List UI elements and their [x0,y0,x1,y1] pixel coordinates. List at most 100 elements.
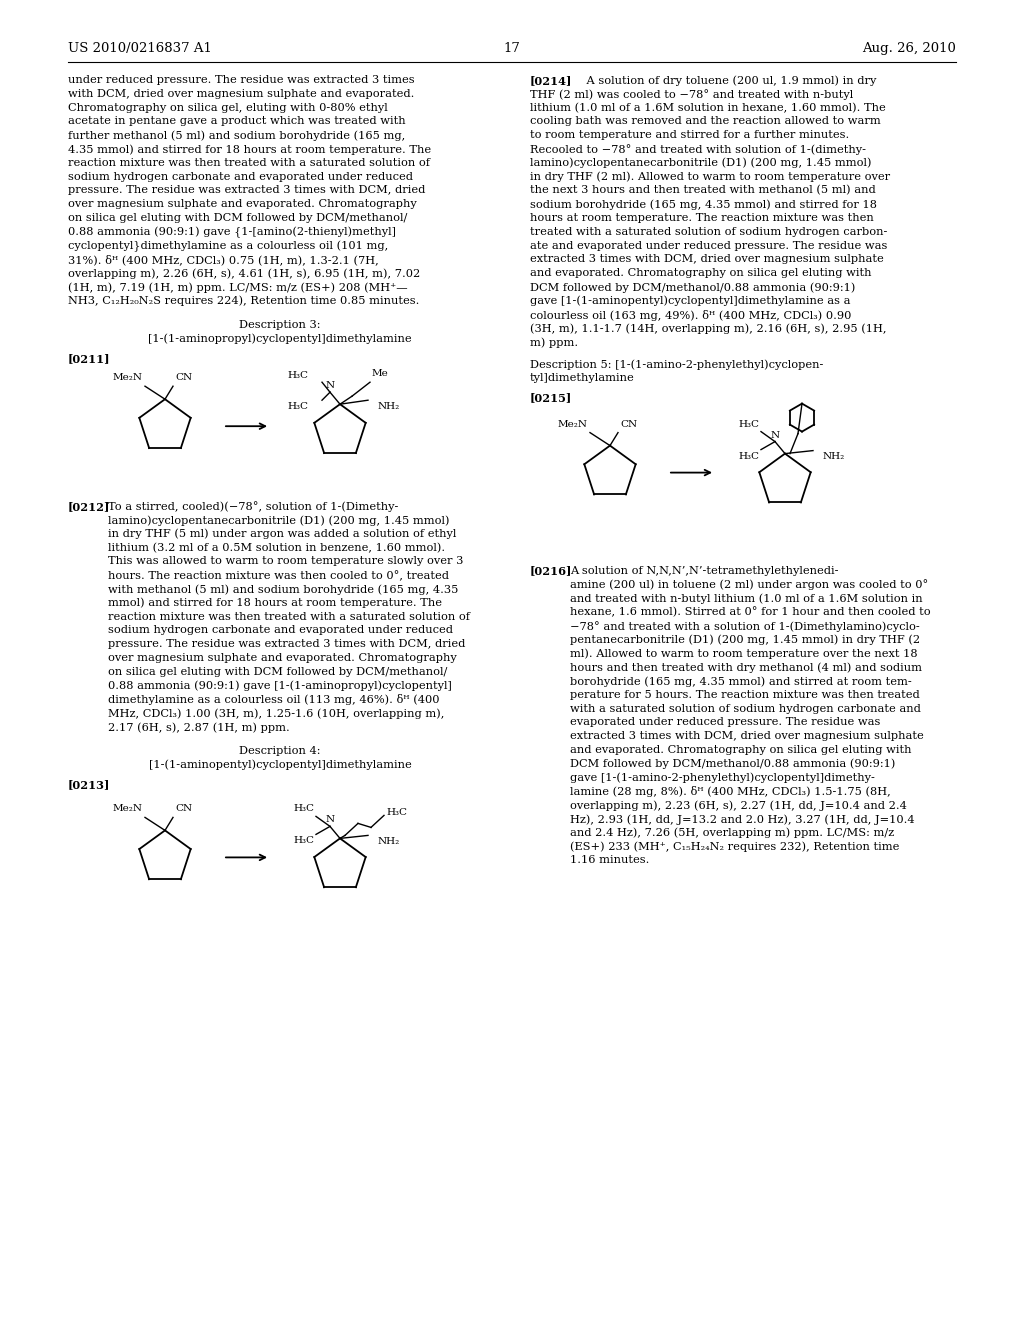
Text: H₃C: H₃C [293,837,314,845]
Text: lithium (1.0 ml of a 1.6M solution in hexane, 1.60 mmol). The: lithium (1.0 ml of a 1.6M solution in he… [530,103,886,114]
Text: pentanecarbonitrile (D1) (200 mg, 1.45 mmol) in dry THF (2: pentanecarbonitrile (D1) (200 mg, 1.45 m… [570,635,921,645]
Text: m) ppm.: m) ppm. [530,337,579,347]
Text: This was allowed to warm to room temperature slowly over 3: This was allowed to warm to room tempera… [108,557,464,566]
Text: To a stirred, cooled)(−78°, solution of 1-(Dimethy-: To a stirred, cooled)(−78°, solution of … [108,502,398,512]
Text: MHz, CDCl₃) 1.00 (3H, m), 1.25-1.6 (10H, overlapping m),: MHz, CDCl₃) 1.00 (3H, m), 1.25-1.6 (10H,… [108,709,444,719]
Text: in dry THF (2 ml). Allowed to warm to room temperature over: in dry THF (2 ml). Allowed to warm to ro… [530,172,890,182]
Text: H₃C: H₃C [287,371,308,380]
Text: with methanol (5 ml) and sodium borohydride (165 mg, 4.35: with methanol (5 ml) and sodium borohydr… [108,583,459,594]
Text: extracted 3 times with DCM, dried over magnesium sulphate: extracted 3 times with DCM, dried over m… [530,255,884,264]
Text: lamine (28 mg, 8%). δᴴ (400 MHz, CDCl₃) 1.5-1.75 (8H,: lamine (28 mg, 8%). δᴴ (400 MHz, CDCl₃) … [570,787,891,797]
Text: Description 3:: Description 3: [240,319,321,330]
Text: 0.88 ammonia (90:9:1) gave {1-[amino(2-thienyl)methyl]: 0.88 ammonia (90:9:1) gave {1-[amino(2-t… [68,227,396,238]
Text: [0211]: [0211] [68,354,111,364]
Text: evaporated under reduced pressure. The residue was: evaporated under reduced pressure. The r… [570,717,881,727]
Text: on silica gel eluting with DCM followed by DCM/methanol/: on silica gel eluting with DCM followed … [68,213,408,223]
Text: 1.16 minutes.: 1.16 minutes. [570,855,649,866]
Text: over magnesium sulphate and evaporated. Chromatography: over magnesium sulphate and evaporated. … [108,653,457,663]
Text: reaction mixture was then treated with a saturated solution of: reaction mixture was then treated with a… [108,611,470,622]
Text: sodium borohydride (165 mg, 4.35 mmol) and stirred for 18: sodium borohydride (165 mg, 4.35 mmol) a… [530,199,877,210]
Text: 2.17 (6H, s), 2.87 (1H, m) ppm.: 2.17 (6H, s), 2.87 (1H, m) ppm. [108,722,290,733]
Text: [0216]: [0216] [530,565,572,577]
Text: overlapping m), 2.26 (6H, s), 4.61 (1H, s), 6.95 (1H, m), 7.02: overlapping m), 2.26 (6H, s), 4.61 (1H, … [68,268,420,279]
Text: NH₂: NH₂ [378,401,400,411]
Text: Hz), 2.93 (1H, dd, J=13.2 and 2.0 Hz), 3.27 (1H, dd, J=10.4: Hz), 2.93 (1H, dd, J=13.2 and 2.0 Hz), 3… [570,814,914,825]
Text: and 2.4 Hz), 7.26 (5H, overlapping m) ppm. LC/MS: m/z: and 2.4 Hz), 7.26 (5H, overlapping m) pp… [570,828,894,838]
Text: extracted 3 times with DCM, dried over magnesium sulphate: extracted 3 times with DCM, dried over m… [570,731,924,742]
Text: H₃C: H₃C [738,451,759,461]
Text: H₃C: H₃C [386,808,407,817]
Text: sodium hydrogen carbonate and evaporated under reduced: sodium hydrogen carbonate and evaporated… [68,172,413,182]
Text: [0214]: [0214] [530,75,572,86]
Text: 0.88 ammonia (90:9:1) gave [1-(1-aminopropyl)cyclopentyl]: 0.88 ammonia (90:9:1) gave [1-(1-aminopr… [108,681,452,692]
Text: H₃C: H₃C [738,420,759,429]
Text: Description 4:: Description 4: [240,746,321,756]
Text: hours. The reaction mixture was then cooled to 0°, treated: hours. The reaction mixture was then coo… [108,570,449,581]
Text: H₃C: H₃C [293,804,314,813]
Text: and evaporated. Chromatography on silica gel eluting with: and evaporated. Chromatography on silica… [570,744,911,755]
Text: ml). Allowed to warm to room temperature over the next 18: ml). Allowed to warm to room temperature… [570,648,918,659]
Text: acetate in pentane gave a product which was treated with: acetate in pentane gave a product which … [68,116,406,127]
Text: reaction mixture was then treated with a saturated solution of: reaction mixture was then treated with a… [68,158,430,168]
Text: (ES+) 233 (MH⁺, C₁₅H₂₄N₂ requires 232), Retention time: (ES+) 233 (MH⁺, C₁₅H₂₄N₂ requires 232), … [570,842,899,853]
Text: Aug. 26, 2010: Aug. 26, 2010 [862,42,956,55]
Text: amine (200 ul) in toluene (2 ml) under argon was cooled to 0°: amine (200 ul) in toluene (2 ml) under a… [570,579,928,590]
Text: [0212]: [0212] [68,502,111,512]
Text: [0215]: [0215] [530,392,572,404]
Text: Me₂N: Me₂N [558,420,588,429]
Text: over magnesium sulphate and evaporated. Chromatography: over magnesium sulphate and evaporated. … [68,199,417,209]
Text: Chromatography on silica gel, eluting with 0-80% ethyl: Chromatography on silica gel, eluting wi… [68,103,388,112]
Text: N: N [770,430,779,440]
Text: N: N [326,816,335,825]
Text: and treated with n-butyl lithium (1.0 ml of a 1.6M solution in: and treated with n-butyl lithium (1.0 ml… [570,593,923,603]
Text: hours at room temperature. The reaction mixture was then: hours at room temperature. The reaction … [530,213,873,223]
Text: gave [1-(1-aminopentyl)cyclopentyl]dimethylamine as a: gave [1-(1-aminopentyl)cyclopentyl]dimet… [530,296,851,306]
Text: DCM followed by DCM/methanol/0.88 ammonia (90:9:1): DCM followed by DCM/methanol/0.88 ammoni… [570,759,895,770]
Text: (1H, m), 7.19 (1H, m) ppm. LC/MS: m/z (ES+) 208 (MH⁺—: (1H, m), 7.19 (1H, m) ppm. LC/MS: m/z (E… [68,282,408,293]
Text: overlapping m), 2.23 (6H, s), 2.27 (1H, dd, J=10.4 and 2.4: overlapping m), 2.23 (6H, s), 2.27 (1H, … [570,800,907,810]
Text: Me₂N: Me₂N [113,804,143,813]
Text: (3H, m), 1.1-1.7 (14H, overlapping m), 2.16 (6H, s), 2.95 (1H,: (3H, m), 1.1-1.7 (14H, overlapping m), 2… [530,323,887,334]
Text: NH₂: NH₂ [378,837,400,846]
Text: with a saturated solution of sodium hydrogen carbonate and: with a saturated solution of sodium hydr… [570,704,921,714]
Text: pressure. The residue was extracted 3 times with DCM, dried: pressure. The residue was extracted 3 ti… [68,185,425,195]
Text: [1-(1-aminopropyl)cyclopentyl]dimethylamine: [1-(1-aminopropyl)cyclopentyl]dimethylam… [148,334,412,345]
Text: lamino)cyclopentanecarbonitrile (D1) (200 mg, 1.45 mmol): lamino)cyclopentanecarbonitrile (D1) (20… [108,515,450,525]
Text: 17: 17 [504,42,520,55]
Text: 4.35 mmol) and stirred for 18 hours at room temperature. The: 4.35 mmol) and stirred for 18 hours at r… [68,144,431,154]
Text: with DCM, dried over magnesium sulphate and evaporated.: with DCM, dried over magnesium sulphate … [68,88,415,99]
Text: sodium hydrogen carbonate and evaporated under reduced: sodium hydrogen carbonate and evaporated… [108,626,453,635]
Text: THF (2 ml) was cooled to −78° and treated with n-butyl: THF (2 ml) was cooled to −78° and treate… [530,88,853,100]
Text: NH₂: NH₂ [823,451,845,461]
Text: CN: CN [620,420,637,429]
Text: cooling bath was removed and the reaction allowed to warm: cooling bath was removed and the reactio… [530,116,881,127]
Text: cyclopentyl}dimethylamine as a colourless oil (101 mg,: cyclopentyl}dimethylamine as a colourles… [68,240,388,252]
Text: pressure. The residue was extracted 3 times with DCM, dried: pressure. The residue was extracted 3 ti… [108,639,465,649]
Text: under reduced pressure. The residue was extracted 3 times: under reduced pressure. The residue was … [68,75,415,84]
Text: Me₂N: Me₂N [113,374,143,383]
Text: hours and then treated with dry methanol (4 ml) and sodium: hours and then treated with dry methanol… [570,663,922,673]
Text: on silica gel eluting with DCM followed by DCM/methanol/: on silica gel eluting with DCM followed … [108,667,447,677]
Text: further methanol (5 ml) and sodium borohydride (165 mg,: further methanol (5 ml) and sodium boroh… [68,131,406,141]
Text: N: N [326,381,335,391]
Text: hexane, 1.6 mmol). Stirred at 0° for 1 hour and then cooled to: hexane, 1.6 mmol). Stirred at 0° for 1 h… [570,607,931,618]
Text: Recooled to −78° and treated with solution of 1-(dimethy-: Recooled to −78° and treated with soluti… [530,144,866,154]
Text: borohydride (165 mg, 4.35 mmol) and stirred at room tem-: borohydride (165 mg, 4.35 mmol) and stir… [570,676,911,686]
Text: ate and evaporated under reduced pressure. The residue was: ate and evaporated under reduced pressur… [530,240,888,251]
Text: to room temperature and stirred for a further minutes.: to room temperature and stirred for a fu… [530,131,849,140]
Text: colourless oil (163 mg, 49%). δᴴ (400 MHz, CDCl₃) 0.90: colourless oil (163 mg, 49%). δᴴ (400 MH… [530,310,851,321]
Text: tyl]dimethylamine: tyl]dimethylamine [530,372,635,383]
Text: CN: CN [175,804,193,813]
Text: A solution of dry toluene (200 ul, 1.9 mmol) in dry: A solution of dry toluene (200 ul, 1.9 m… [572,75,877,86]
Text: treated with a saturated solution of sodium hydrogen carbon-: treated with a saturated solution of sod… [530,227,888,236]
Text: and evaporated. Chromatography on silica gel eluting with: and evaporated. Chromatography on silica… [530,268,871,279]
Text: CN: CN [175,374,193,383]
Text: NH3, C₁₂H₂₀N₂S requires 224), Retention time 0.85 minutes.: NH3, C₁₂H₂₀N₂S requires 224), Retention … [68,296,420,306]
Text: Me: Me [372,370,389,379]
Text: US 2010/0216837 A1: US 2010/0216837 A1 [68,42,212,55]
Text: [1-(1-aminopentyl)cyclopentyl]dimethylamine: [1-(1-aminopentyl)cyclopentyl]dimethylam… [148,759,412,770]
Text: [0213]: [0213] [68,779,111,791]
Text: in dry THF (5 ml) under argon was added a solution of ethyl: in dry THF (5 ml) under argon was added … [108,529,457,540]
Text: lithium (3.2 ml of a 0.5M solution in benzene, 1.60 mmol).: lithium (3.2 ml of a 0.5M solution in be… [108,543,445,553]
Text: DCM followed by DCM/methanol/0.88 ammonia (90:9:1): DCM followed by DCM/methanol/0.88 ammoni… [530,282,855,293]
